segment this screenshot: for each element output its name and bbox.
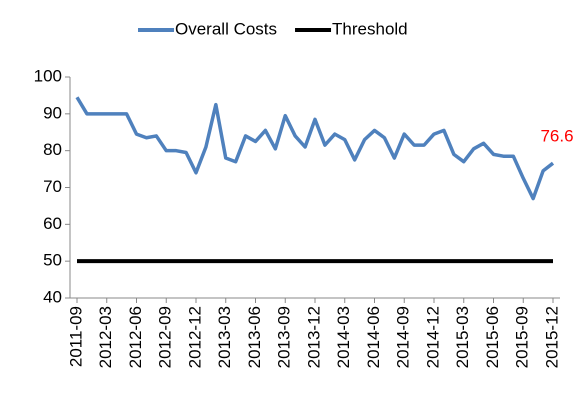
y-tick-label: 90 xyxy=(43,103,62,122)
y-tick-label: 80 xyxy=(43,140,62,159)
x-tick-label: 2015-03 xyxy=(453,306,472,368)
legend-label: Overall Costs xyxy=(175,19,277,38)
x-tick-label: 2012-09 xyxy=(156,306,175,368)
data-label: 76.6 xyxy=(540,127,573,146)
x-tick-label: 2014-06 xyxy=(364,306,383,368)
legend-label: Threshold xyxy=(332,19,408,38)
x-tick-label: 2015-06 xyxy=(483,306,502,368)
x-tick-label: 2012-12 xyxy=(185,306,204,368)
x-tick-label: 2012-03 xyxy=(96,306,115,368)
y-tick-label: 100 xyxy=(34,66,62,85)
x-tick-label: 2014-03 xyxy=(334,306,353,368)
x-tick-label: 2015-12 xyxy=(542,306,561,368)
y-tick-label: 50 xyxy=(43,251,62,270)
y-tick-label: 70 xyxy=(43,177,62,196)
y-tick-label: 60 xyxy=(43,214,62,233)
x-tick-label: 2011-09 xyxy=(66,306,85,367)
x-tick-label: 2013-03 xyxy=(215,306,234,368)
x-tick-label: 2014-12 xyxy=(423,306,442,368)
x-tick-label: 2013-09 xyxy=(275,306,294,368)
x-tick-label: 2013-12 xyxy=(304,306,323,368)
x-tick-label: 2014-09 xyxy=(394,306,413,368)
x-tick-label: 2013-06 xyxy=(245,306,264,368)
x-tick-label: 2012-06 xyxy=(126,306,145,368)
line-series xyxy=(75,96,555,201)
x-tick-label: 2015-09 xyxy=(513,306,532,368)
y-tick-label: 40 xyxy=(43,287,62,306)
